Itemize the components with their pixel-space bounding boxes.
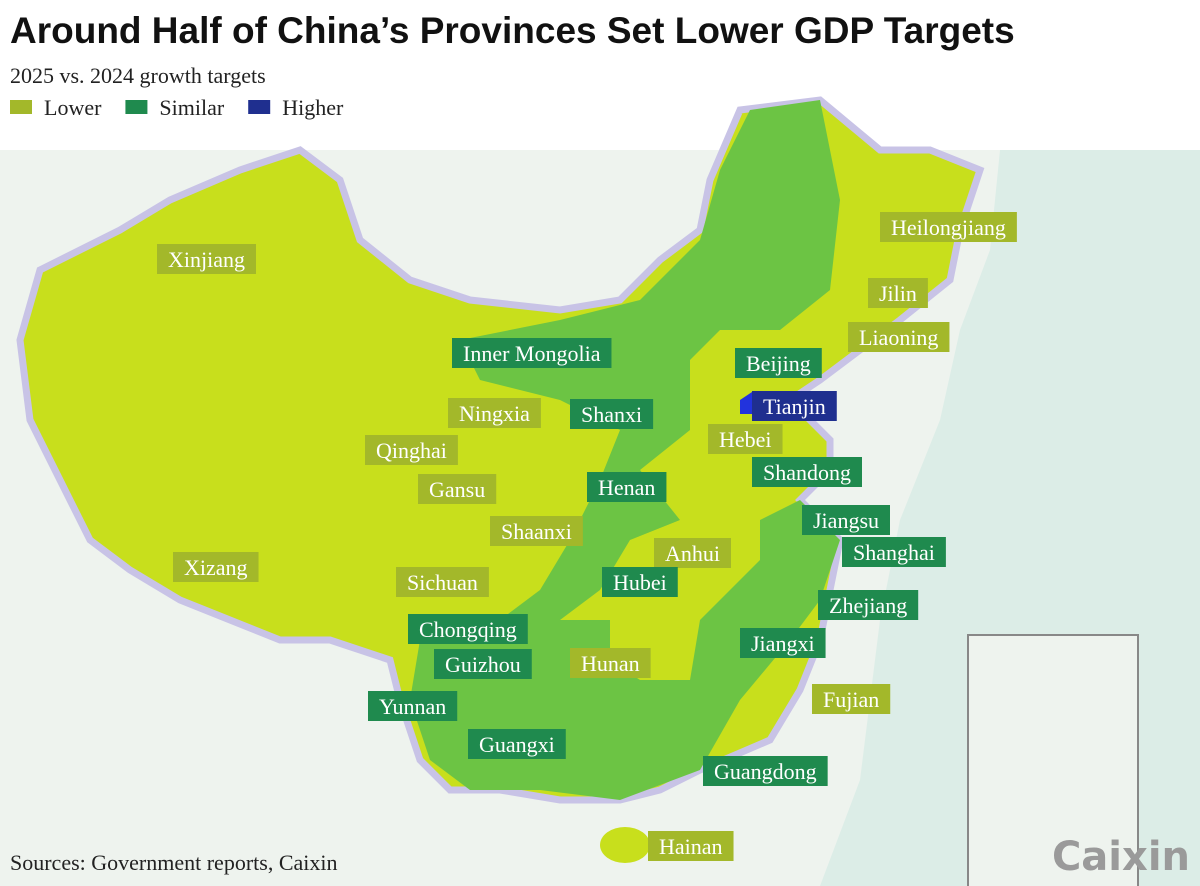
province-label: Guangxi	[479, 732, 555, 757]
province-label: Shandong	[763, 460, 851, 485]
province-label-box	[648, 831, 734, 861]
province-label: Shaanxi	[501, 519, 572, 544]
province-label: Fujian	[823, 687, 879, 712]
province-label-box	[587, 472, 667, 502]
province-label-box	[703, 756, 828, 786]
province-label: Henan	[598, 475, 655, 500]
province-label-box	[157, 244, 256, 274]
province-label: Shanghai	[853, 540, 935, 565]
province-label-box	[468, 729, 566, 759]
province-label: Gansu	[429, 477, 485, 502]
province-label: Anhui	[665, 541, 720, 566]
province-label-box	[802, 505, 890, 535]
province-label-box	[654, 538, 731, 568]
legend-swatch	[248, 100, 271, 114]
province-label-box	[452, 338, 612, 368]
province-label: Guangdong	[714, 759, 817, 784]
province-label: Beijing	[746, 351, 811, 376]
province-label: Jiangsu	[813, 508, 879, 533]
province-label: Sichuan	[407, 570, 478, 595]
province-label: Zhejiang	[829, 593, 907, 618]
province-label-box	[842, 537, 946, 567]
province-label-box	[173, 552, 259, 582]
province-label-box	[448, 398, 541, 428]
legend-label: Lower	[44, 95, 102, 120]
hainan-area	[600, 827, 650, 863]
province-label-box	[418, 474, 497, 504]
province-label-box	[365, 435, 458, 465]
province-label: Tianjin	[763, 394, 826, 419]
province-label: Inner Mongolia	[463, 341, 601, 366]
province-label: Chongqing	[419, 617, 517, 642]
province-label: Shanxi	[581, 402, 642, 427]
title: Around Half of China’s Provinces Set Low…	[10, 10, 1015, 51]
legend-swatch	[10, 100, 32, 114]
legend-label: Similar	[159, 95, 224, 120]
province-label-box	[848, 322, 950, 352]
province-label: Ningxia	[459, 401, 530, 426]
province-label-box	[812, 684, 891, 714]
province-label: Yunnan	[379, 694, 446, 719]
province-label-box	[752, 457, 862, 487]
source: Sources: Government reports, Caixin	[10, 850, 338, 875]
province-label-box	[740, 628, 826, 658]
province-label-box	[602, 567, 678, 597]
province-label-box	[570, 399, 654, 429]
province-label: Xinjiang	[168, 247, 245, 272]
province-label-box	[490, 516, 583, 546]
subtitle: 2025 vs. 2024 growth targets	[10, 63, 266, 88]
province-label-box	[396, 567, 489, 597]
province-label: Jilin	[879, 281, 917, 306]
province-label-box	[735, 348, 822, 378]
logo: Caixin	[1052, 834, 1190, 880]
province-label: Guizhou	[445, 652, 521, 677]
province-label: Hebei	[719, 427, 772, 452]
province-label-box	[880, 212, 1017, 242]
province-label-box	[368, 691, 458, 721]
province-label: Hunan	[581, 651, 640, 676]
inset-frame	[967, 634, 1139, 886]
province-label: Heilongjiang	[891, 215, 1006, 240]
province-label-box	[818, 590, 919, 620]
province-label: Liaoning	[859, 325, 938, 350]
province-label-box	[708, 424, 783, 454]
province-label: Hubei	[613, 570, 667, 595]
province-label: Qinghai	[376, 438, 447, 463]
legend-swatch	[125, 100, 148, 114]
province-label: Xizang	[184, 555, 248, 580]
province-label: Jiangxi	[751, 631, 815, 656]
legend-label: Higher	[282, 95, 344, 120]
province-label-box	[408, 614, 528, 644]
province-label-box	[752, 391, 837, 421]
province-label: Hainan	[659, 834, 723, 859]
province-label-box	[434, 649, 532, 679]
province-label-box	[570, 648, 651, 678]
province-label-box	[868, 278, 928, 308]
